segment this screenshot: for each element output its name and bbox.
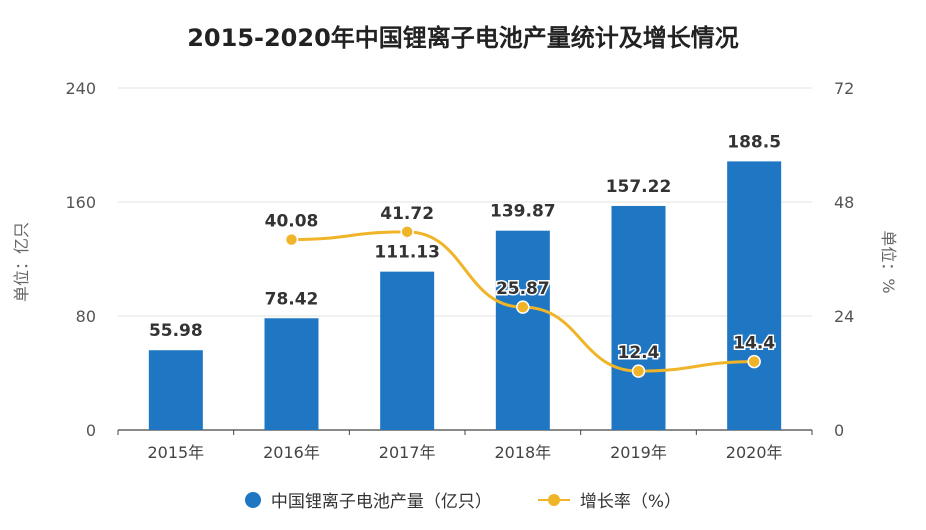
bar-data-label: 55.98	[149, 321, 203, 341]
x-tick-label: 2017年	[379, 443, 436, 462]
y-left-tick-label: 160	[65, 193, 96, 212]
bar	[380, 271, 435, 430]
growth-data-label: 25.87	[496, 279, 550, 299]
bar	[148, 350, 203, 430]
y-axis-left-label: 单位：亿只	[12, 221, 31, 303]
growth-point	[400, 225, 414, 239]
y-right-tick-label: 48	[834, 193, 854, 212]
bar	[495, 230, 550, 430]
legend-item-production[interactable]: 中国锂离子电池产量（亿只）	[244, 487, 492, 512]
bar-data-label: 78.42	[265, 289, 319, 309]
growth-data-label: 14.4	[733, 334, 775, 354]
growth-point	[516, 300, 530, 314]
chart-plot: 0 80 160 240 0 24 48 72 2015年 2016年 2017年 2018年 2019…	[65, 79, 854, 462]
x-tick-label: 2018年	[494, 443, 551, 462]
growth-point	[284, 232, 299, 247]
bar	[611, 205, 666, 430]
legend-label-production: 中国锂离子电池产量（亿只）	[270, 492, 492, 512]
bar-data-label: 157.22	[606, 177, 672, 197]
y-right-tick-label: 24	[834, 307, 854, 326]
legend-marker-production	[244, 491, 261, 508]
legend-marker-growth	[537, 492, 570, 508]
x-tick-label: 2016年	[263, 443, 320, 462]
bar-data-label: 111.13	[374, 243, 440, 263]
y-axis-right-label: 单位：%	[879, 230, 898, 294]
y-left-tick-label: 80	[76, 307, 96, 326]
y-right-tick-label: 72	[834, 79, 854, 98]
legend: 中国锂离子电池产量（亿只） 增长率（%）	[0, 487, 926, 512]
x-tick-label: 2015年	[147, 443, 204, 462]
legend-item-growth[interactable]: 增长率（%）	[537, 487, 682, 512]
bar-data-label: 188.5	[727, 132, 781, 152]
x-tick-label: 2019年	[610, 443, 667, 462]
growth-point	[631, 364, 646, 378]
growth-data-label: 40.08	[265, 212, 319, 232]
bar	[727, 161, 782, 430]
bar-data-label: 139.87	[490, 202, 556, 222]
growth-point	[747, 354, 761, 369]
x-tick-label: 2020年	[726, 443, 783, 462]
y-right-tick-label: 0	[834, 421, 844, 440]
y-left-tick-label: 240	[65, 79, 96, 98]
legend-label-growth: 增长率（%）	[579, 492, 682, 512]
growth-data-label: 12.4	[618, 343, 660, 363]
chart-title: 2015-2020年中国锂离子电池产量统计及增长情况	[187, 24, 739, 52]
bar	[264, 318, 319, 430]
y-left-tick-label: 0	[86, 421, 96, 440]
growth-data-label: 41.72	[380, 204, 434, 224]
